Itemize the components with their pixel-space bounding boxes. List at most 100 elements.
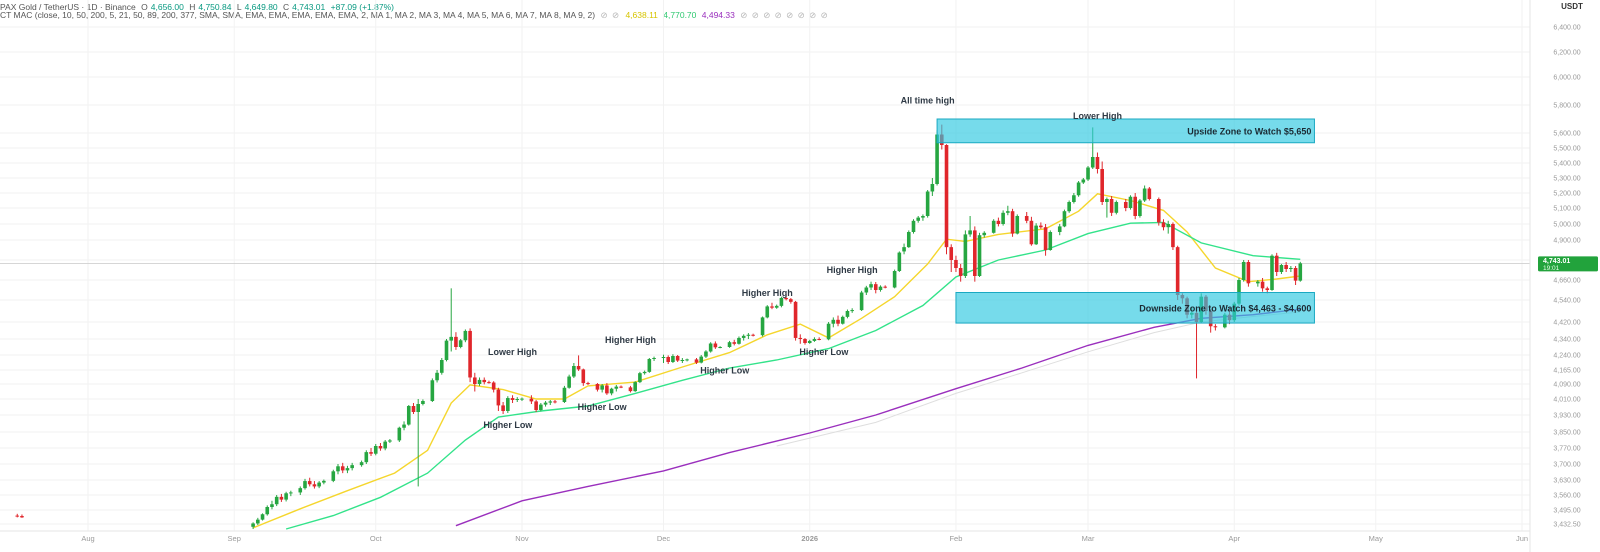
candle-body	[996, 220, 1001, 224]
candle	[421, 399, 425, 406]
candle-body	[260, 514, 265, 520]
candle-body	[1142, 188, 1147, 201]
price-tick-label: 6,400.00	[1553, 25, 1580, 32]
candle-body	[836, 319, 840, 324]
price-tick-label: 4,090.00	[1553, 382, 1580, 389]
price-tick-label: 3,850.00	[1553, 430, 1580, 437]
candle-body	[911, 220, 916, 232]
candle	[529, 395, 534, 404]
candle-body	[279, 496, 284, 500]
candle	[807, 339, 812, 344]
candle-body	[491, 382, 496, 390]
time-tick-label: Nov	[515, 534, 529, 543]
candle	[1039, 222, 1043, 229]
price-tick-label: 5,600.00	[1553, 131, 1580, 138]
candle	[270, 500, 274, 510]
candle	[746, 333, 751, 339]
time-tick-label: Feb	[949, 534, 962, 543]
price-tick-label: 5,100.00	[1553, 206, 1580, 213]
candle	[265, 505, 270, 516]
candle	[789, 298, 793, 304]
candle	[1095, 152, 1100, 174]
candle-body	[251, 523, 255, 527]
candle	[439, 358, 444, 375]
candle	[1246, 260, 1251, 287]
candle-body	[421, 401, 425, 404]
candle-body	[1100, 169, 1104, 202]
candle	[954, 255, 958, 272]
candle	[307, 477, 312, 487]
candle-body	[449, 336, 454, 341]
candle-body	[1001, 212, 1005, 224]
candle	[510, 395, 515, 403]
candle-body	[336, 466, 340, 472]
candle-body	[902, 247, 906, 252]
candle	[1175, 245, 1180, 300]
candle-body	[430, 380, 435, 401]
candle-body	[1293, 268, 1298, 281]
high-label: H	[189, 2, 196, 12]
candle-body	[713, 343, 718, 348]
candle-body	[798, 337, 803, 339]
candle-body	[397, 427, 402, 441]
close-value: 4,743.01	[292, 2, 326, 12]
candle	[553, 400, 557, 404]
candle	[473, 372, 477, 392]
hidden-values-2: ⊘ ⊘ ⊘ ⊘ ⊘ ⊘ ⊘ ⊘	[740, 10, 829, 20]
candle-body	[973, 230, 977, 276]
candle	[482, 377, 487, 385]
candle	[1293, 266, 1298, 285]
candle	[916, 216, 921, 223]
candle	[256, 517, 260, 526]
candle-body	[1171, 224, 1175, 248]
moving-average-line-2	[285, 221, 1301, 530]
candle	[1256, 280, 1260, 287]
candle	[614, 384, 619, 392]
indicator-header[interactable]: CT MAC (close, 10, 50, 200, 5, 21, 50, 8…	[0, 10, 832, 21]
candle-body	[1010, 211, 1015, 234]
candle-body	[1015, 216, 1020, 234]
candle-body	[289, 492, 293, 494]
candle-body	[949, 247, 954, 260]
candle-body	[605, 385, 609, 394]
candle-body	[463, 330, 468, 341]
candle	[840, 315, 845, 325]
price-tick-label: 4,900.00	[1553, 238, 1580, 245]
candle	[373, 444, 378, 456]
candle-body	[487, 382, 491, 384]
candle-body	[675, 356, 680, 361]
candle	[812, 337, 817, 342]
candle-body	[873, 284, 878, 290]
candle-body	[925, 191, 930, 216]
candle-body	[1123, 202, 1128, 208]
candle	[1289, 266, 1293, 272]
candle-body	[1072, 195, 1076, 202]
candle	[289, 490, 293, 497]
moving-average-line-4	[776, 311, 1301, 447]
candle-body	[699, 356, 704, 363]
moving-average-line-1	[252, 193, 1301, 529]
candle	[1171, 222, 1175, 250]
candle-body	[369, 452, 373, 454]
price-tick-label: 3,560.00	[1553, 493, 1580, 500]
candle-body	[930, 184, 935, 192]
candle	[1156, 197, 1161, 226]
candle	[737, 336, 741, 345]
candle-body	[411, 406, 416, 412]
candle-body	[1274, 255, 1279, 272]
candle	[921, 214, 925, 221]
candle	[906, 230, 911, 248]
indicator-name: CT MAC (close, 10, 50, 200, 5, 21, 50, 8…	[0, 10, 596, 20]
candle-body	[982, 232, 987, 236]
price-tick-label: 3,930.00	[1553, 413, 1580, 420]
candle	[1067, 200, 1071, 213]
price-tick-label: 5,800.00	[1553, 103, 1580, 110]
candle	[322, 479, 326, 485]
candle	[1147, 187, 1152, 201]
candle	[666, 355, 671, 364]
candle	[958, 264, 963, 282]
candle-body	[515, 399, 520, 400]
candle	[279, 493, 284, 502]
candles	[15, 124, 1303, 530]
